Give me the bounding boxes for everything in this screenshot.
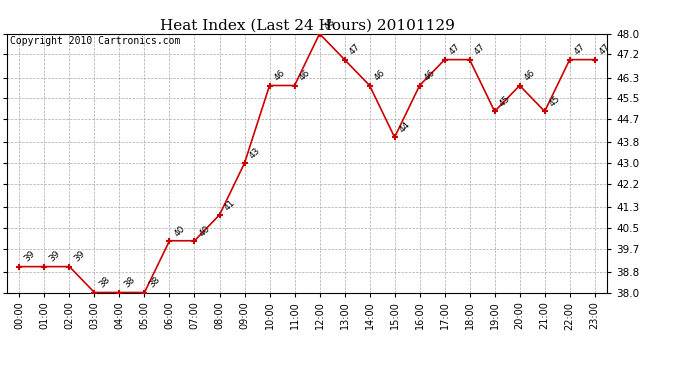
Text: 45: 45 [497, 94, 512, 109]
Text: 40: 40 [172, 224, 187, 238]
Text: 39: 39 [22, 249, 37, 264]
Text: 46: 46 [297, 68, 312, 83]
Text: 47: 47 [347, 42, 362, 57]
Text: 39: 39 [47, 249, 61, 264]
Text: 41: 41 [222, 198, 237, 212]
Text: 47: 47 [573, 42, 587, 57]
Text: 46: 46 [522, 68, 537, 83]
Text: Copyright 2010 Cartronics.com: Copyright 2010 Cartronics.com [10, 36, 180, 46]
Text: 38: 38 [97, 275, 112, 290]
Text: 47: 47 [598, 42, 612, 57]
Text: 38: 38 [147, 275, 161, 290]
Text: 43: 43 [247, 146, 262, 160]
Text: 46: 46 [273, 68, 287, 83]
Text: 44: 44 [397, 120, 412, 135]
Text: 47: 47 [447, 42, 462, 57]
Text: 45: 45 [547, 94, 562, 109]
Text: 48: 48 [322, 16, 337, 31]
Text: 40: 40 [197, 224, 212, 238]
Text: 46: 46 [422, 68, 437, 83]
Text: 47: 47 [473, 42, 487, 57]
Text: 38: 38 [122, 275, 137, 290]
Text: 39: 39 [72, 249, 87, 264]
Text: 46: 46 [373, 68, 387, 83]
Title: Heat Index (Last 24 Hours) 20101129: Heat Index (Last 24 Hours) 20101129 [159, 19, 455, 33]
